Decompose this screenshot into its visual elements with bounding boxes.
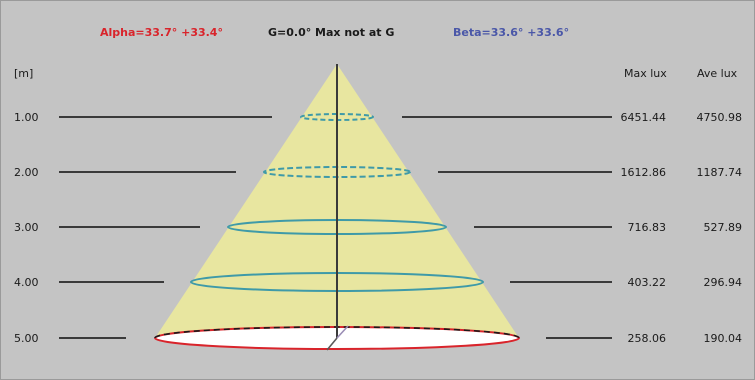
distance-label: 1.00 (14, 111, 39, 124)
ave-lux-value: 190.04 (704, 332, 743, 345)
ave-lux-value: 527.89 (704, 221, 743, 234)
distance-unit-label: [m] (14, 67, 33, 80)
ave-lux-value: 4750.98 (697, 111, 743, 124)
alpha-label: Alpha=33.7° +33.4° (100, 26, 223, 39)
ave-lux-value: 1187.74 (697, 166, 743, 179)
distance-label: 5.00 (14, 332, 39, 345)
ave-lux-value: 296.94 (704, 276, 743, 289)
beta-label: Beta=33.6° +33.6° (453, 26, 569, 39)
base-axis-front (326, 337, 338, 351)
distance-label: 2.00 (14, 166, 39, 179)
max-lux-header: Max lux (624, 67, 667, 80)
center-label: G=0.0° Max not at G (268, 26, 394, 39)
max-lux-value: 716.83 (628, 221, 667, 234)
base-axis-back (336, 325, 349, 339)
max-lux-value: 258.06 (628, 332, 667, 345)
max-lux-value: 403.22 (628, 276, 667, 289)
max-lux-value: 6451.44 (621, 111, 667, 124)
ave-lux-header: Ave lux (697, 67, 738, 80)
distance-label: 3.00 (14, 221, 39, 234)
max-lux-value: 1612.86 (621, 166, 667, 179)
distance-label: 4.00 (14, 276, 39, 289)
